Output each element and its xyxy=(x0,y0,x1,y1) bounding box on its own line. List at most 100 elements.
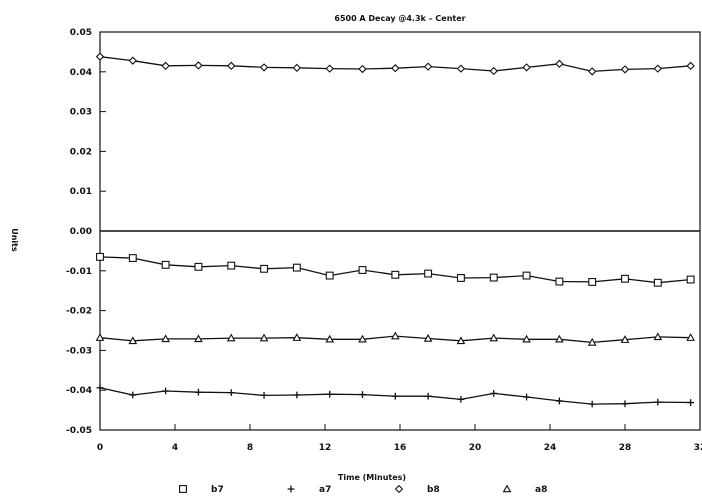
legend-label-b7: b7 xyxy=(211,485,224,495)
x-tick-label: 0 xyxy=(97,443,103,453)
y-axis-label: Units xyxy=(10,228,19,252)
data-point-a7 xyxy=(326,390,334,398)
data-point-b8 xyxy=(95,52,105,61)
x-tick-label: 8 xyxy=(247,443,253,453)
data-point-a7 xyxy=(457,395,465,403)
legend-marker-b8 xyxy=(394,484,404,494)
series-b8 xyxy=(95,52,695,76)
x-tick-label: 12 xyxy=(319,443,332,453)
data-point-b8 xyxy=(292,63,302,72)
data-point-a7 xyxy=(162,387,170,395)
data-point-b7 xyxy=(325,271,334,280)
data-point-a7 xyxy=(523,393,530,401)
y-tick-label: -0.04 xyxy=(66,386,92,396)
data-point-b7 xyxy=(292,263,301,272)
y-axis-ticks: 0.05 0.04 0.03 0.02 0.01 0.00 -0.01 -0.02 -0.03 -… xyxy=(66,28,106,436)
legend-label-a8: a8 xyxy=(535,485,547,495)
series-b7 xyxy=(96,252,695,287)
legend-label-a7: a7 xyxy=(319,485,331,495)
series-layer xyxy=(95,52,695,408)
plot-frame xyxy=(99,31,701,431)
data-point-b8 xyxy=(489,66,498,76)
data-point-b7 xyxy=(653,278,662,287)
data-point-a8 xyxy=(390,331,400,340)
data-point-a8 xyxy=(620,335,630,343)
legend-item-a8: a8 xyxy=(502,484,547,495)
data-point-a8 xyxy=(292,333,302,341)
legend-label-b8: b8 xyxy=(427,485,440,495)
data-point-b8 xyxy=(325,64,334,73)
data-point-b7 xyxy=(358,266,367,274)
data-point-a8 xyxy=(325,334,335,343)
y-tick-label: -0.03 xyxy=(66,346,92,356)
data-point-a8 xyxy=(226,333,236,342)
data-point-b7 xyxy=(588,277,597,286)
data-point-a8 xyxy=(489,333,499,342)
data-point-a8 xyxy=(587,337,597,346)
data-point-b8 xyxy=(588,67,597,76)
legend-marker-a8 xyxy=(502,484,512,493)
data-point-a7 xyxy=(227,389,235,396)
data-point-b8 xyxy=(227,61,236,71)
data-point-a8 xyxy=(522,334,531,343)
x-tick-label: 32 xyxy=(694,443,702,453)
data-point-a7 xyxy=(96,384,104,392)
x-tick-label: 4 xyxy=(172,443,178,453)
data-point-b8 xyxy=(522,63,531,72)
data-point-b7 xyxy=(194,262,203,271)
data-point-a7 xyxy=(490,389,498,397)
data-point-a7 xyxy=(654,398,662,406)
data-point-b8 xyxy=(686,61,695,71)
data-point-a8 xyxy=(194,334,203,343)
x-tick-label: 20 xyxy=(469,443,482,453)
data-point-a8 xyxy=(161,334,170,343)
y-tick-label: 0.01 xyxy=(70,187,92,197)
data-point-b8 xyxy=(161,61,170,71)
data-point-b8 xyxy=(555,59,564,69)
data-point-b8 xyxy=(391,64,400,73)
data-point-b7 xyxy=(391,270,400,279)
data-point-a7 xyxy=(195,388,202,396)
data-point-b7 xyxy=(621,274,629,283)
chart-subtitle: 6500 A Decay @4.3k – Center xyxy=(334,14,465,23)
data-point-b7 xyxy=(489,273,498,282)
y-tick-label: -0.02 xyxy=(66,307,92,317)
data-point-b7 xyxy=(522,271,531,280)
data-point-a7 xyxy=(621,400,629,408)
data-point-a7 xyxy=(129,391,137,399)
x-tick-label: 28 xyxy=(619,443,632,453)
x-axis-ticks: 0 4 8 12 16 20 24 28 32 xyxy=(97,424,702,453)
data-point-a8 xyxy=(653,332,663,341)
data-point-a7 xyxy=(687,399,695,406)
data-point-a7 xyxy=(555,397,563,405)
data-point-b7 xyxy=(227,261,236,270)
data-point-b8 xyxy=(358,64,367,74)
data-point-b8 xyxy=(259,63,269,72)
y-tick-label: -0.05 xyxy=(66,426,92,436)
y-tick-label: 0.02 xyxy=(70,147,92,157)
data-point-b7 xyxy=(260,264,269,273)
data-point-a8 xyxy=(358,334,367,343)
x-tick-label: 24 xyxy=(544,443,557,453)
x-tick-label: 16 xyxy=(394,443,407,453)
data-point-b7 xyxy=(456,274,465,282)
series-line-b7 xyxy=(99,256,691,284)
y-tick-label: -0.01 xyxy=(66,267,92,277)
y-tick-label: 0.03 xyxy=(70,108,92,118)
data-point-a8 xyxy=(555,334,564,343)
data-point-a7 xyxy=(588,400,596,408)
y-tick-label: 0.00 xyxy=(70,227,92,237)
data-point-a8 xyxy=(259,333,269,342)
data-point-b7 xyxy=(96,252,104,261)
data-point-b8 xyxy=(194,61,203,70)
data-point-a8 xyxy=(456,336,466,345)
data-point-b8 xyxy=(620,65,630,74)
data-point-a8 xyxy=(128,336,138,345)
x-axis-label: Time (Minutes) xyxy=(338,473,406,482)
data-point-b7 xyxy=(555,277,564,286)
data-point-b8 xyxy=(456,64,466,73)
data-point-a7 xyxy=(391,392,399,400)
legend-marker-b7 xyxy=(179,485,187,493)
